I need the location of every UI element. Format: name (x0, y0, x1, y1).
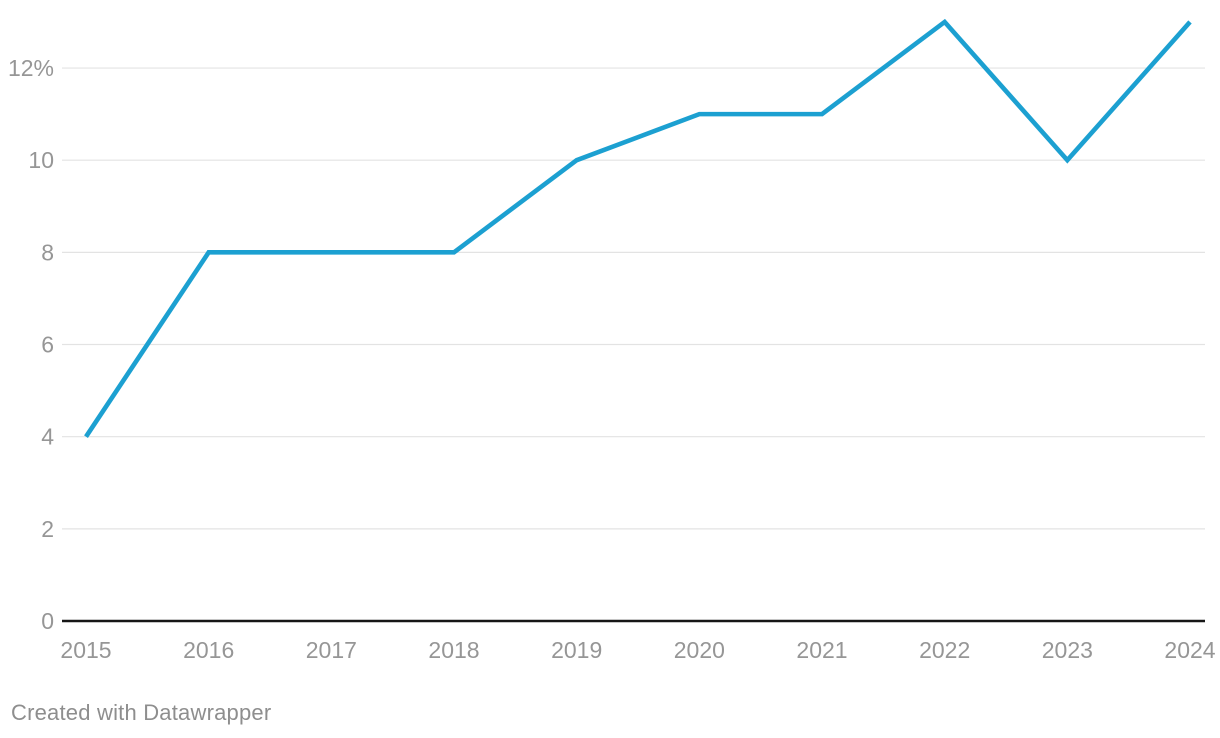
y-tick-label: 8 (41, 239, 54, 265)
y-tick-label: 0 (41, 608, 54, 634)
x-tick-label: 2015 (60, 637, 111, 663)
x-tick-label: 2016 (183, 637, 234, 663)
attribution-credit: Created with Datawrapper (11, 700, 272, 725)
line-chart: 0 2 4 6 8 10 12% 2015 2016 2017 2018 2019 2020 2021 20… (8, 18, 1216, 663)
x-tick-label: 2018 (428, 637, 479, 663)
y-tick-label: 6 (41, 332, 54, 358)
x-tick-label: 2021 (796, 637, 847, 663)
x-tick-label: 2019 (551, 637, 602, 663)
y-tick-label: 10 (28, 147, 54, 173)
x-tick-label: 2023 (1042, 637, 1093, 663)
y-tick-label: 12% (8, 55, 54, 81)
x-tick-label: 2020 (674, 637, 725, 663)
x-tick-label: 2017 (306, 637, 357, 663)
y-tick-label: 4 (41, 424, 54, 450)
x-tick-label: 2022 (919, 637, 970, 663)
y-tick-label: 2 (41, 516, 54, 542)
x-tick-label: 2024 (1164, 637, 1215, 663)
data-line-value (84, 18, 1192, 438)
